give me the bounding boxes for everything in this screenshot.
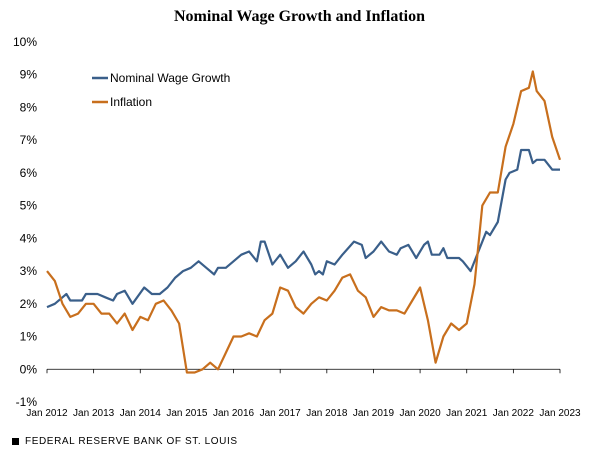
x-tick-label: Jan 2013 — [73, 408, 115, 419]
x-tick-label: Jan 2012 — [26, 408, 68, 419]
x-tick-label: Jan 2021 — [446, 408, 488, 419]
y-tick-label: 1% — [20, 330, 38, 344]
legend-label: Nominal Wage Growth — [110, 71, 230, 85]
x-tick-label: Jan 2018 — [306, 408, 348, 419]
y-axis: -1% 0% 1% 2% 3% 4% 5% 6% 7% 8% 9% 10% — [13, 35, 37, 409]
legend-label: Inflation — [110, 95, 152, 109]
x-axis: Jan 2012 Jan 2013 Jan 2014 Jan 2015 Jan 2016… — [26, 368, 581, 419]
y-tick-label: 5% — [20, 199, 38, 213]
y-tick-label: 3% — [20, 264, 38, 278]
x-tick-label: Jan 2014 — [120, 408, 162, 419]
x-tick-label: Jan 2022 — [493, 408, 535, 419]
y-tick-label: 7% — [20, 133, 38, 147]
y-tick-label: -1% — [16, 395, 38, 409]
logo-square-icon — [12, 438, 19, 445]
y-tick-label: 2% — [20, 297, 38, 311]
y-tick-label: 8% — [20, 100, 38, 114]
source-label: FEDERAL RESERVE BANK OF ST. LOUIS — [25, 436, 238, 447]
y-tick-label: 9% — [20, 68, 38, 82]
x-tick-label: Jan 2017 — [260, 408, 302, 419]
y-tick-label: 0% — [20, 362, 38, 376]
footer-source: FEDERAL RESERVE BANK OF ST. LOUIS — [12, 436, 238, 447]
series-line-inflation — [46, 70, 562, 374]
x-tick-label: Jan 2023 — [539, 408, 581, 419]
x-tick-label: Jan 2019 — [353, 408, 395, 419]
y-tick-label: 4% — [20, 231, 38, 245]
series-lines — [46, 70, 562, 374]
x-tick-label: Jan 2015 — [166, 408, 208, 419]
x-tick-label: Jan 2020 — [400, 408, 442, 419]
chart-title: Nominal Wage Growth and Inflation — [173, 8, 425, 25]
x-tick-label: Jan 2016 — [213, 408, 255, 419]
y-tick-label: 10% — [13, 35, 37, 49]
legend: Nominal Wage Growth Inflation — [92, 71, 230, 109]
series-line-nominal-wage-growth — [46, 148, 560, 309]
y-tick-label: 6% — [20, 166, 38, 180]
